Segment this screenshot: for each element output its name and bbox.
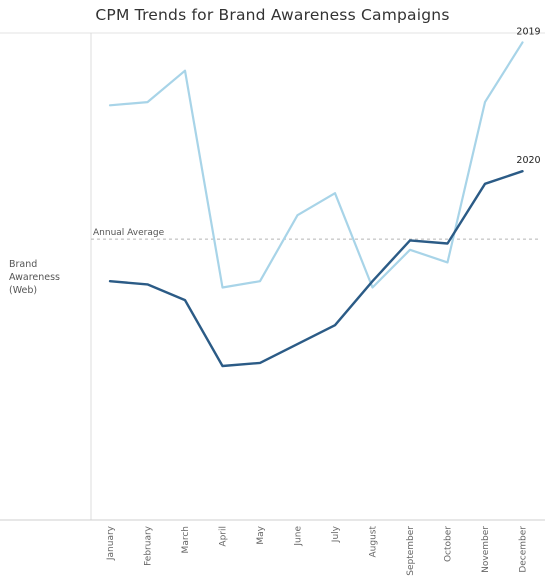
chart-title: CPM Trends for Brand Awareness Campaigns (95, 6, 450, 24)
x-tick-label: September (406, 526, 416, 576)
series-line-2019 (108, 41, 524, 289)
annual-average-label: Annual Average (93, 228, 165, 238)
x-tick-label: October (444, 526, 454, 562)
x-tick-label: April (219, 526, 229, 547)
x-tick-label: March (181, 526, 191, 553)
x-tick-label: December (519, 526, 529, 573)
x-tick-label: November (481, 526, 491, 573)
x-tick-label: August (369, 526, 379, 558)
x-tick-label: May (256, 525, 266, 544)
series-line-2020 (108, 169, 524, 368)
row-label: Brand Awareness (Web) (9, 259, 61, 296)
x-tick-label: February (144, 525, 154, 566)
series-label-2020: 2020 (516, 155, 540, 166)
x-tick-label: July (331, 525, 341, 543)
x-tick-label: June (294, 526, 304, 547)
x-tick-label: January (106, 525, 116, 561)
series-label-2019: 2019 (516, 26, 540, 37)
